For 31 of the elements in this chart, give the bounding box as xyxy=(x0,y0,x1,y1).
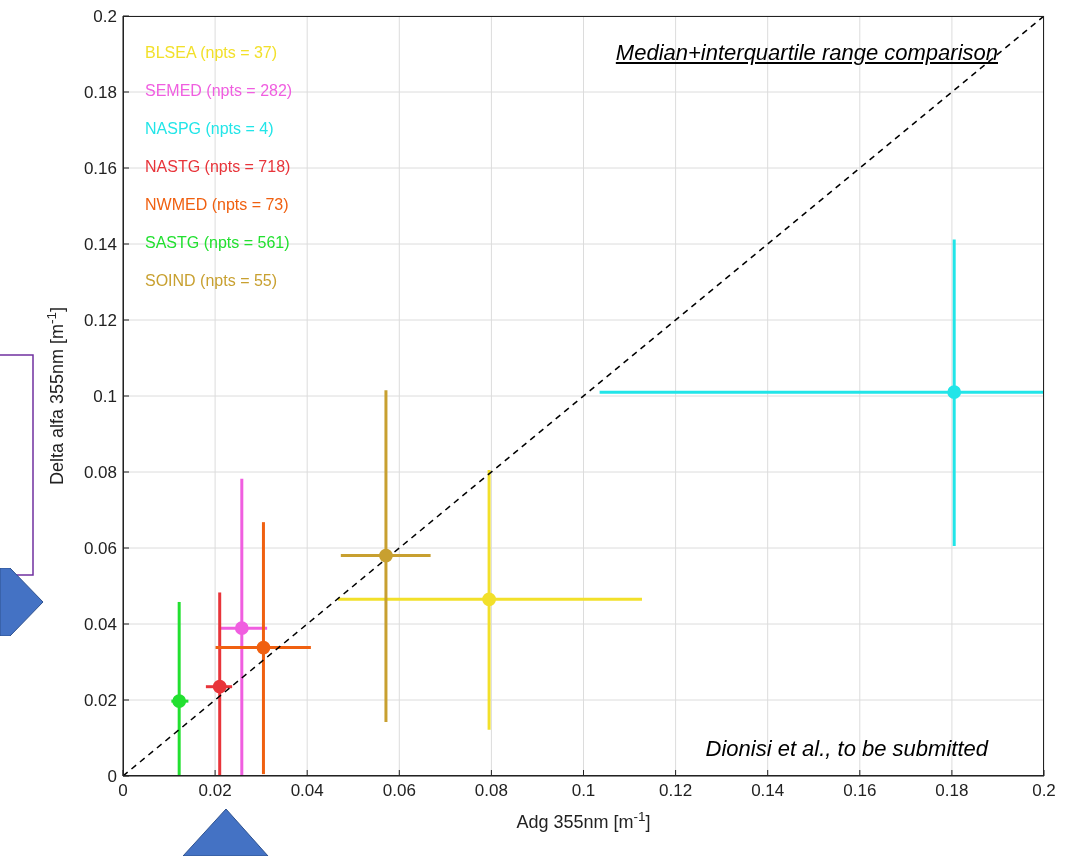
x-tick-label: 0.02 xyxy=(198,781,232,801)
y-tick-label: 0.16 xyxy=(83,159,117,179)
annotation: Median+interquartile range comparison xyxy=(615,40,998,66)
text: NASTG (npts = 718) xyxy=(145,157,292,177)
text: SOIND (npts = 55) xyxy=(145,271,279,291)
text: NASPG (npts = 4) xyxy=(145,119,275,139)
text: BLSEA (npts = 37) xyxy=(145,43,279,63)
x-tick-label: 0.06 xyxy=(382,781,416,801)
x-axis-title: Adg 355nm [m$^{-1}$] xyxy=(516,808,651,832)
y-tick-label: 0.04 xyxy=(83,615,117,635)
x-tick-label: 0.04 xyxy=(290,781,324,801)
x-tick-label: 0.08 xyxy=(474,781,508,801)
y-tick-label: 0 xyxy=(107,767,117,787)
y-tick-label: 0.1 xyxy=(93,387,117,407)
y-tick-label: 0.02 xyxy=(83,691,117,711)
y-tick-label: 0.06 xyxy=(83,539,117,559)
y-tick-label: 0.08 xyxy=(83,463,117,483)
text: NWMED (npts = 73) xyxy=(145,195,290,215)
x-tick-label: 0.18 xyxy=(935,781,969,801)
text: SASTG (npts = 561) xyxy=(145,233,291,253)
x-tick-label: 0.14 xyxy=(751,781,785,801)
y-tick-label: 0.12 xyxy=(83,311,117,331)
x-tick-label: 0.2 xyxy=(1032,781,1056,801)
x-tick-label: 0.16 xyxy=(843,781,877,801)
annotation: Dionisi et al., to be submitted xyxy=(705,736,988,762)
text: SEMED (npts = 282) xyxy=(145,81,293,101)
y-tick-label: 0.18 xyxy=(83,83,117,103)
y-tick-label: 0.14 xyxy=(83,235,117,255)
y-tick-label: 0.2 xyxy=(93,7,117,27)
x-tick-label: 0.1 xyxy=(571,781,596,801)
x-tick-label: 0.12 xyxy=(659,781,693,801)
